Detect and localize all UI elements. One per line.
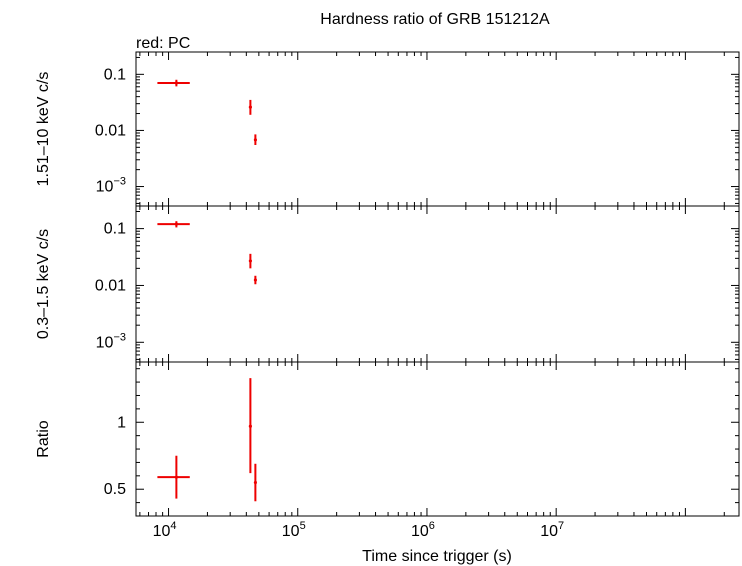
point-marker	[174, 222, 178, 226]
point-marker	[248, 424, 252, 428]
y-tick-label: 0.01	[95, 277, 126, 294]
data-point	[253, 134, 257, 146]
point-marker	[174, 475, 178, 479]
point-marker	[174, 81, 178, 85]
point-marker	[248, 105, 252, 109]
y-axis-label: Ratio	[35, 420, 52, 457]
chart-title: Hardness ratio of GRB 151212A	[320, 11, 550, 28]
x-tick-label: 107	[540, 520, 564, 540]
x-tick-label: 104	[153, 520, 177, 540]
data-point	[248, 99, 252, 115]
panel-3: 1 0.5 Ratio 104 105 106 107	[35, 361, 740, 540]
panel-frame	[135, 51, 740, 207]
data-point	[253, 463, 257, 502]
y-tick-label: 10−3	[96, 331, 126, 351]
y-tick-label: 0.01	[95, 122, 126, 139]
panel-1: 0.1 0.01 10−3 1.51–10 keV c/s	[35, 51, 740, 207]
panels: 0.1 0.01 10−3 1.51–10 keV c/s 0.1 0.01 10−3 0.3…	[35, 51, 740, 540]
point-marker	[253, 278, 257, 282]
data-point	[248, 253, 252, 269]
panel-2: 0.1 0.01 10−3 0.3–1.5 keV c/s	[35, 205, 740, 363]
y-tick-label: 0.1	[104, 221, 126, 238]
point-marker	[253, 480, 257, 485]
data-point	[157, 221, 190, 228]
point-marker	[248, 259, 252, 263]
y-tick-label: 0.5	[104, 481, 126, 498]
y-axis-label: 0.3–1.5 keV c/s	[35, 229, 52, 339]
x-tick-label: 106	[411, 520, 435, 540]
data-point	[157, 455, 190, 499]
data-point	[253, 275, 257, 285]
panel-frame	[135, 205, 740, 363]
data-point	[248, 378, 252, 474]
x-tick-label: 105	[282, 520, 306, 540]
point-marker	[253, 138, 257, 142]
y-axis-label: 1.51–10 keV c/s	[35, 72, 52, 187]
y-tick-label: 0.1	[104, 66, 126, 83]
y-tick-label: 10−3	[96, 176, 126, 196]
data-point	[157, 79, 190, 87]
chart-subtitle: red: PC	[136, 35, 190, 52]
y-tick-label: 1	[117, 414, 126, 431]
panel-frame	[135, 361, 740, 517]
x-axis-label: Time since trigger (s)	[362, 548, 512, 565]
